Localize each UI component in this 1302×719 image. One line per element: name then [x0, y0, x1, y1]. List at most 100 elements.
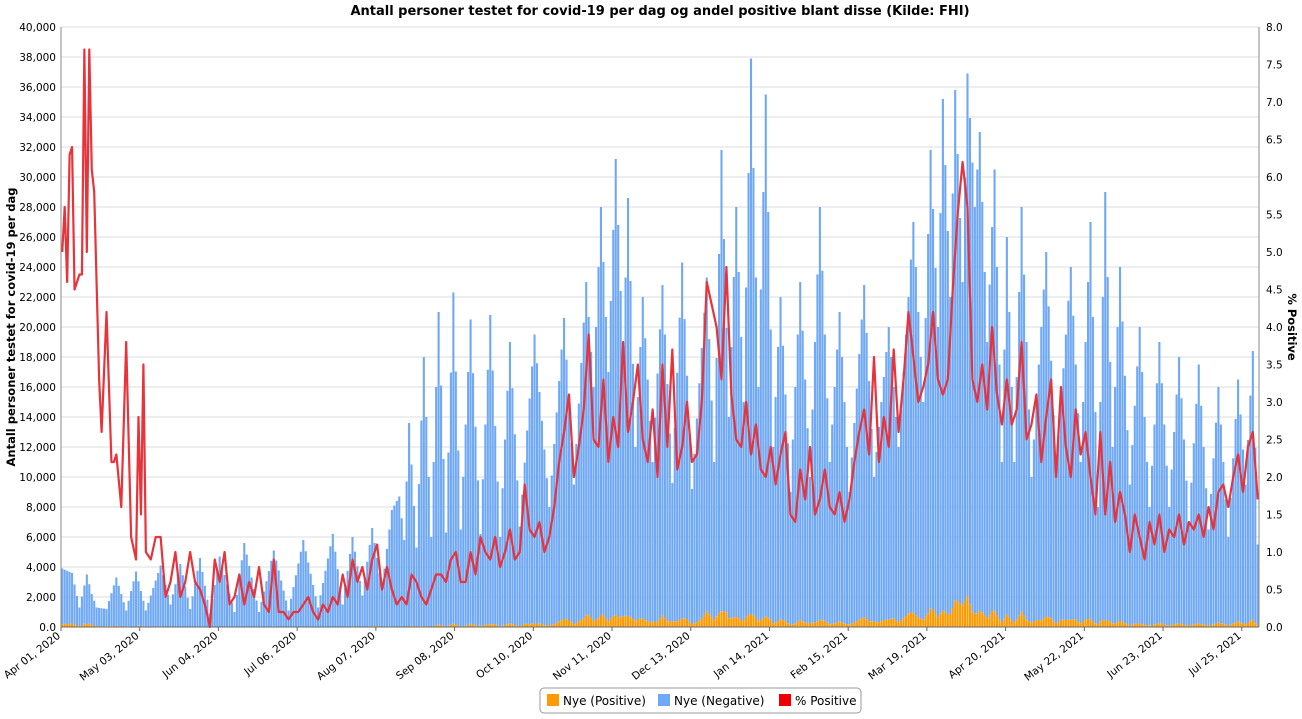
bar-negative — [963, 177, 967, 601]
bar-positive — [1229, 624, 1232, 627]
y2-axis-ticks: 0.0 0.5 1.0 1.5 2.0 2.5 3.0 3.5 4.0 4.5 5.0 5.5 6.0 6… — [1266, 22, 1283, 634]
legend-swatch-positive — [547, 694, 559, 706]
y-tick-label: 40,000 — [19, 22, 56, 34]
bar-negative — [895, 417, 898, 621]
bar-negative — [1042, 289, 1045, 619]
bar-negative — [767, 212, 770, 618]
bar-positive — [1106, 620, 1109, 627]
bar-negative — [892, 387, 895, 619]
bar-negative — [1030, 477, 1033, 623]
bar-positive — [754, 617, 757, 627]
bar-negative — [491, 370, 494, 625]
bar-negative — [1229, 497, 1232, 625]
x-tick-label: Feb 15, 2021 — [789, 630, 851, 682]
y2-tick-label: 5.5 — [1266, 210, 1283, 222]
bar-positive — [1237, 621, 1240, 627]
bar-positive — [1121, 621, 1124, 627]
bar-negative — [941, 99, 944, 611]
bar-negative — [772, 447, 775, 624]
bar-positive — [1150, 624, 1154, 627]
bar-negative — [540, 420, 543, 625]
bar-positive — [855, 621, 858, 627]
y-tick-label: 36,000 — [19, 82, 56, 94]
bar-positive — [1163, 624, 1166, 627]
y2-tick-label: 0.0 — [1266, 622, 1283, 634]
bar-negative — [107, 601, 111, 627]
y-tick-label: 6,000 — [26, 532, 56, 544]
bar-positive — [543, 625, 546, 627]
bar-positive — [1094, 623, 1097, 627]
bar-negative — [678, 317, 681, 621]
bar-negative — [565, 359, 568, 620]
bar-positive — [1251, 619, 1254, 627]
bar-positive — [523, 623, 526, 627]
bar-negative — [826, 398, 829, 623]
bar-negative — [243, 543, 246, 627]
bar-positive — [1023, 615, 1026, 627]
bar-positive — [646, 621, 649, 627]
bar-negative — [717, 254, 721, 614]
bar-negative — [149, 595, 152, 627]
bar-positive — [927, 613, 930, 627]
bar-negative — [585, 282, 588, 616]
legend-item-negative[interactable]: Nye (Negative) — [658, 694, 765, 708]
bar-positive — [1146, 625, 1149, 627]
bar-negative — [211, 599, 214, 627]
bar-positive — [1219, 623, 1222, 627]
bar-negative — [1109, 362, 1112, 622]
bar-positive — [93, 625, 96, 627]
bar-positive — [1202, 624, 1205, 627]
bar-positive — [1015, 619, 1018, 627]
bar-negative — [801, 330, 804, 622]
bar-negative — [1182, 439, 1186, 625]
bar-positive — [703, 615, 706, 627]
bar-positive — [484, 624, 487, 627]
bar-negative — [951, 193, 954, 608]
bar-positive — [1126, 624, 1129, 627]
bar-positive — [1086, 619, 1090, 627]
bar-negative — [732, 277, 735, 618]
y2-tick-label: 6.5 — [1266, 135, 1283, 147]
bar-negative — [929, 150, 932, 609]
legend-item-positive[interactable]: Nye (Positive) — [547, 694, 646, 708]
bar-negative — [432, 462, 435, 627]
bar-positive — [882, 620, 885, 627]
bar-negative — [181, 575, 184, 627]
bar-positive — [501, 625, 504, 627]
bar-negative — [545, 478, 548, 626]
x-tick-label: May 22, 2021 — [1022, 630, 1086, 684]
bar-negative — [1072, 315, 1075, 620]
bar-negative — [1209, 493, 1213, 626]
bar-negative — [1163, 424, 1166, 625]
bar-negative — [184, 586, 187, 627]
legend-item-pct[interactable]: % Positive — [779, 694, 856, 708]
bar-negative — [361, 595, 364, 627]
bar-negative — [358, 580, 361, 627]
bar-positive — [631, 619, 634, 627]
bar-positive — [742, 620, 745, 627]
bar-negative — [656, 373, 659, 622]
bar-negative — [235, 594, 238, 627]
bar-positive — [737, 618, 740, 627]
bar-negative — [285, 600, 288, 627]
bar-positive — [528, 624, 531, 627]
bar-negative — [218, 556, 221, 627]
bar-negative — [481, 479, 484, 626]
bar-negative — [1104, 192, 1107, 621]
bar-negative — [769, 329, 772, 620]
bar-positive — [658, 618, 662, 627]
legend-swatch-negative — [658, 694, 670, 706]
bar-positive — [1008, 617, 1011, 627]
bar-positive — [976, 613, 979, 627]
bar-positive — [944, 612, 947, 627]
bar-negative — [257, 612, 261, 627]
bar-positive — [1069, 619, 1072, 627]
bar-negative — [939, 213, 942, 614]
bar-positive — [511, 624, 514, 627]
bar-positive — [1064, 619, 1067, 627]
bar-negative — [971, 162, 974, 612]
bar-negative — [934, 268, 937, 614]
bar-negative — [1239, 414, 1242, 623]
bar-negative — [1047, 306, 1050, 618]
bar-positive — [563, 618, 566, 627]
